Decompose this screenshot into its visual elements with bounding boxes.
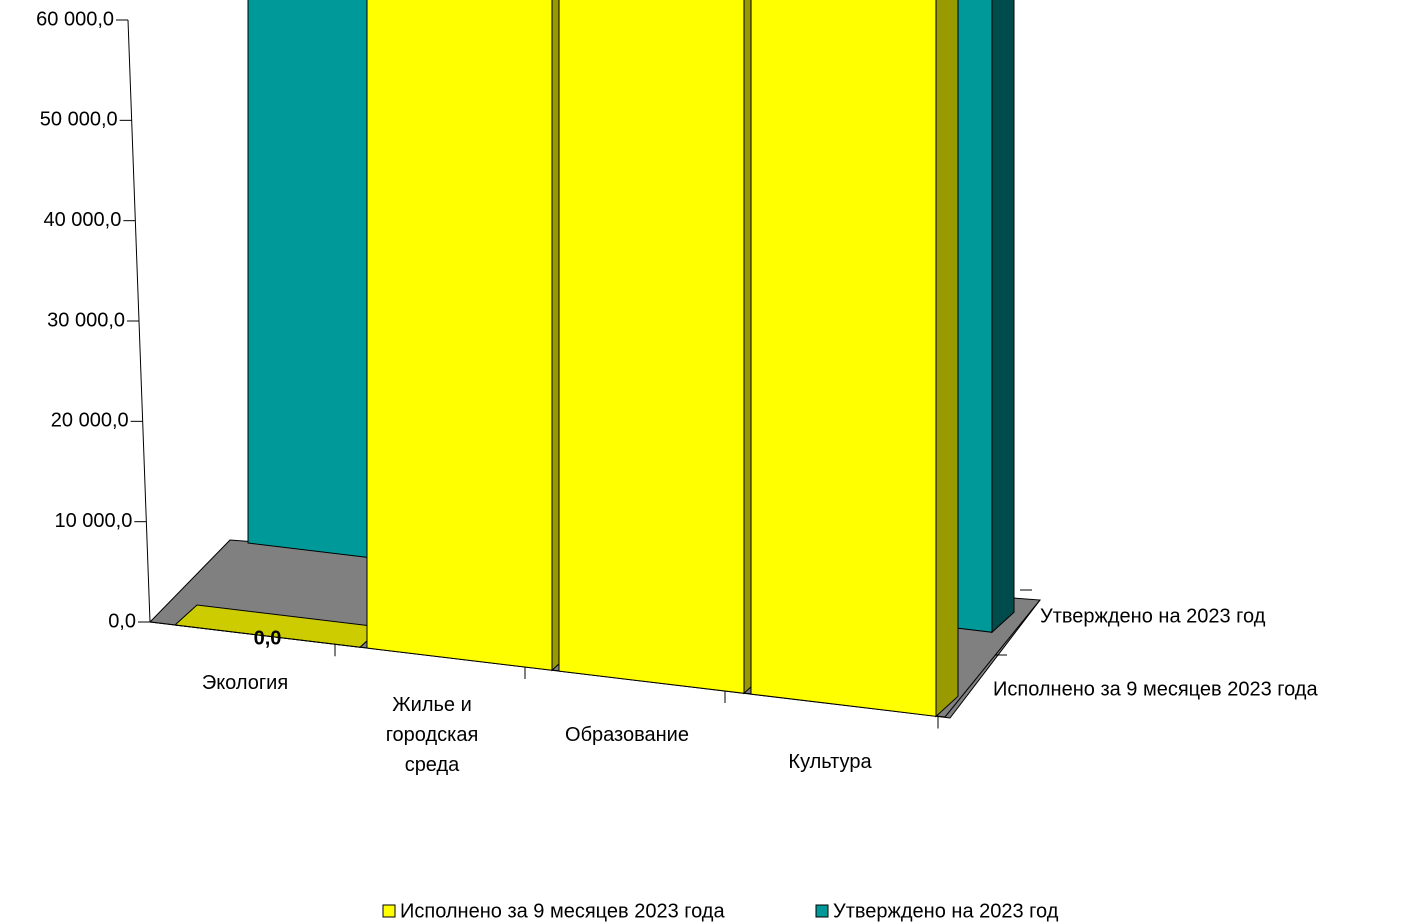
x-tick-label: Образование	[565, 724, 689, 746]
y-tick-label: 60 000,0	[36, 8, 114, 30]
bar	[558, 0, 745, 694]
x-tick-label: Экология	[201, 672, 289, 694]
y-tick-label: 40 000,0	[43, 209, 121, 231]
legend-label: Утверждено на 2023 год	[833, 900, 1059, 922]
bar-side	[991, 0, 1015, 634]
bar	[366, 0, 553, 671]
depth-label: Исполнено за 9 месяцев 2023 года	[993, 678, 1318, 700]
y-tick-label: 10 000,0	[54, 510, 132, 532]
bar	[174, 624, 361, 648]
value-label: 0,0	[254, 627, 282, 649]
legend-swatch	[382, 904, 396, 918]
y-tick-label: 30 000,0	[47, 309, 125, 331]
bar	[750, 0, 937, 717]
y-tick-label: 20 000,0	[51, 410, 129, 432]
x-tick-label: Культура	[788, 751, 872, 773]
legend-swatch	[815, 904, 829, 918]
y-tick-label: 50 000,0	[40, 109, 118, 131]
depth-axis	[944, 599, 1041, 718]
legend-label: Исполнено за 9 месяцев 2023 года	[400, 900, 725, 922]
y-tick-label: 0,0	[108, 610, 136, 632]
depth-label: Утверждено на 2023 год	[1040, 605, 1266, 627]
x-tick-label: Жилье и городская среда	[385, 694, 479, 776]
bar-side	[935, 0, 959, 718]
